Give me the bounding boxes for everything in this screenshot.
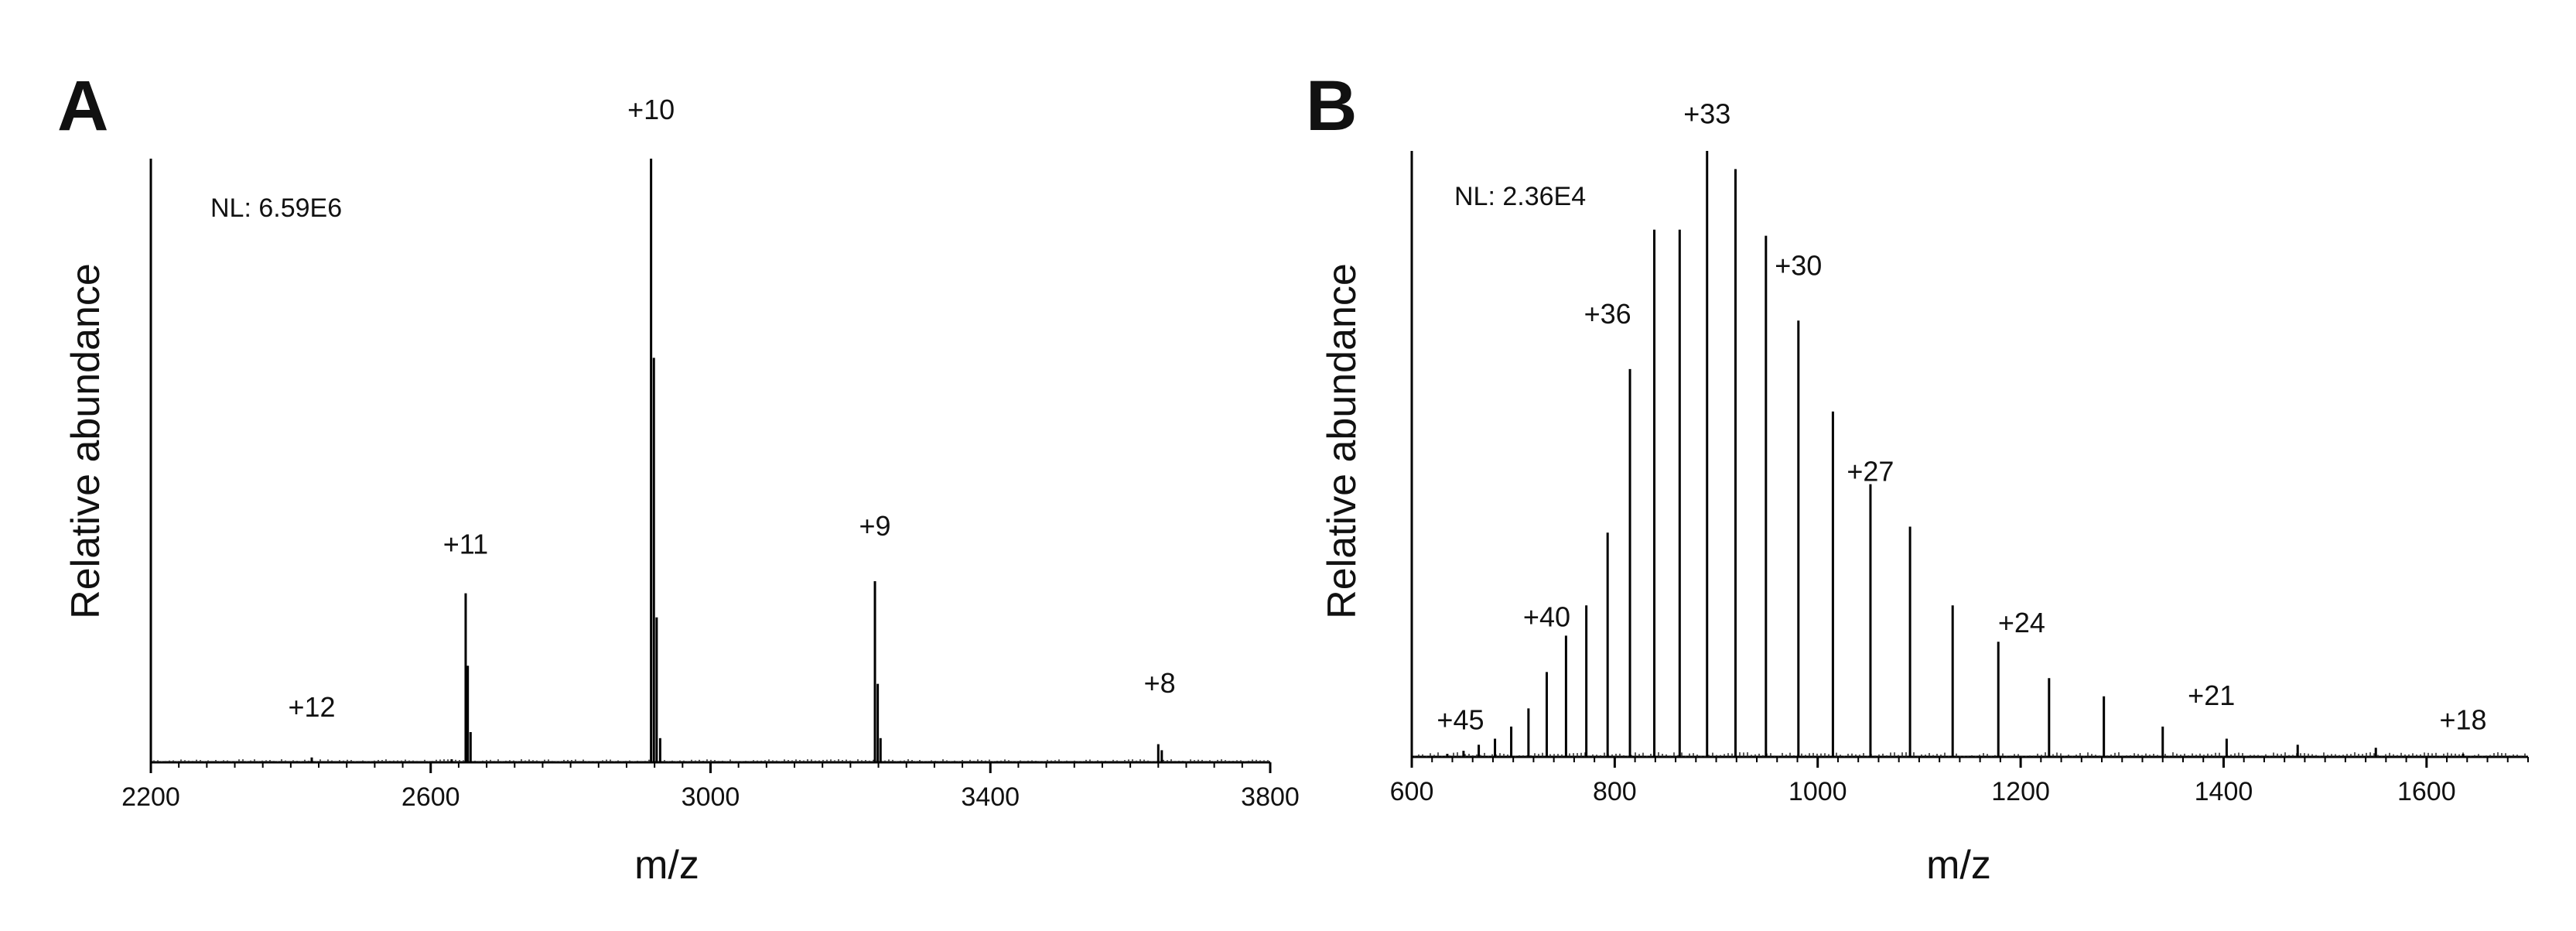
panel-b-baseline-noise [1414, 752, 2526, 757]
panel-a-x-tick-label: 3800 [1241, 782, 1300, 812]
panel-a-charge-label: +10 [627, 94, 675, 125]
panel-a-peaks [310, 159, 1163, 762]
panel-b-y-axis-title: Relative abundance [1320, 263, 1365, 619]
panel-a-letter: A [57, 67, 108, 145]
panel-a-x-axis-title: m/z [634, 843, 699, 888]
panel-b-x-tick-label: 600 [1390, 777, 1434, 806]
panel-a-charge-label: +9 [859, 510, 891, 542]
panel-b-charge-label: +27 [1847, 455, 1894, 487]
panel-a-charge-labels: +12 +11 +10 +9 +8 [288, 94, 1175, 723]
panel-b-charge-label: +33 [1683, 98, 1730, 130]
panel-b-x-tick-label: 1200 [1991, 777, 2050, 806]
panel-b-charge-label: +36 [1584, 298, 1631, 330]
panel-a-x-tick-label: 2200 [121, 782, 180, 812]
panel-b-x-tick-label: 1400 [2195, 777, 2253, 806]
panel-a-charge-label: +12 [288, 691, 335, 723]
panel-b-charge-label: +18 [2440, 704, 2487, 736]
panel-a-x-tick-label: 2600 [401, 782, 460, 812]
panel-b-charge-label: +30 [1775, 249, 1822, 281]
panel-b-letter: B [1306, 67, 1357, 145]
panel-b-x-axis-title: m/z [1926, 843, 1991, 888]
panel-a-nl-value: NL: 6.59E6 [210, 193, 342, 223]
panel-b-charge-label: +21 [2188, 679, 2235, 711]
panel-a-ticks: 2200 2600 3000 3400 3800 [121, 762, 1300, 812]
panel-a-charge-label: +11 [443, 529, 488, 560]
panel-a-charge-label: +8 [1144, 667, 1176, 699]
panel-b-x-tick-label: 1600 [2397, 777, 2456, 806]
panel-b-x-tick-label: 800 [1593, 777, 1637, 806]
panel-b-spectrum: B Relative abundance m/z NL: 2.36E4 600 8… [1306, 67, 2529, 888]
panel-a-y-axis-title: Relative abundance [63, 263, 108, 619]
panel-a-spectrum: A Relative abundance m/z NL: 6.59E6 2200… [57, 67, 1300, 888]
panel-b-charge-labels: +45 +40 +36 +33 +30 +27 +24 +21 +18 [1437, 98, 2486, 736]
panel-a-x-tick-label: 3400 [961, 782, 1020, 812]
panel-b-x-tick-label: 1000 [1789, 777, 1847, 806]
panel-b-nl-value: NL: 2.36E4 [1454, 182, 1586, 211]
panel-b-peaks [1446, 151, 2465, 757]
panel-b-ticks: 600 800 1000 1200 1400 1600 [1390, 757, 2529, 806]
panel-a-x-tick-label: 3000 [682, 782, 740, 812]
panel-b-charge-label: +45 [1437, 704, 1484, 736]
panel-b-charge-label: +40 [1523, 601, 1570, 632]
panel-b-charge-label: +24 [1998, 607, 2045, 638]
